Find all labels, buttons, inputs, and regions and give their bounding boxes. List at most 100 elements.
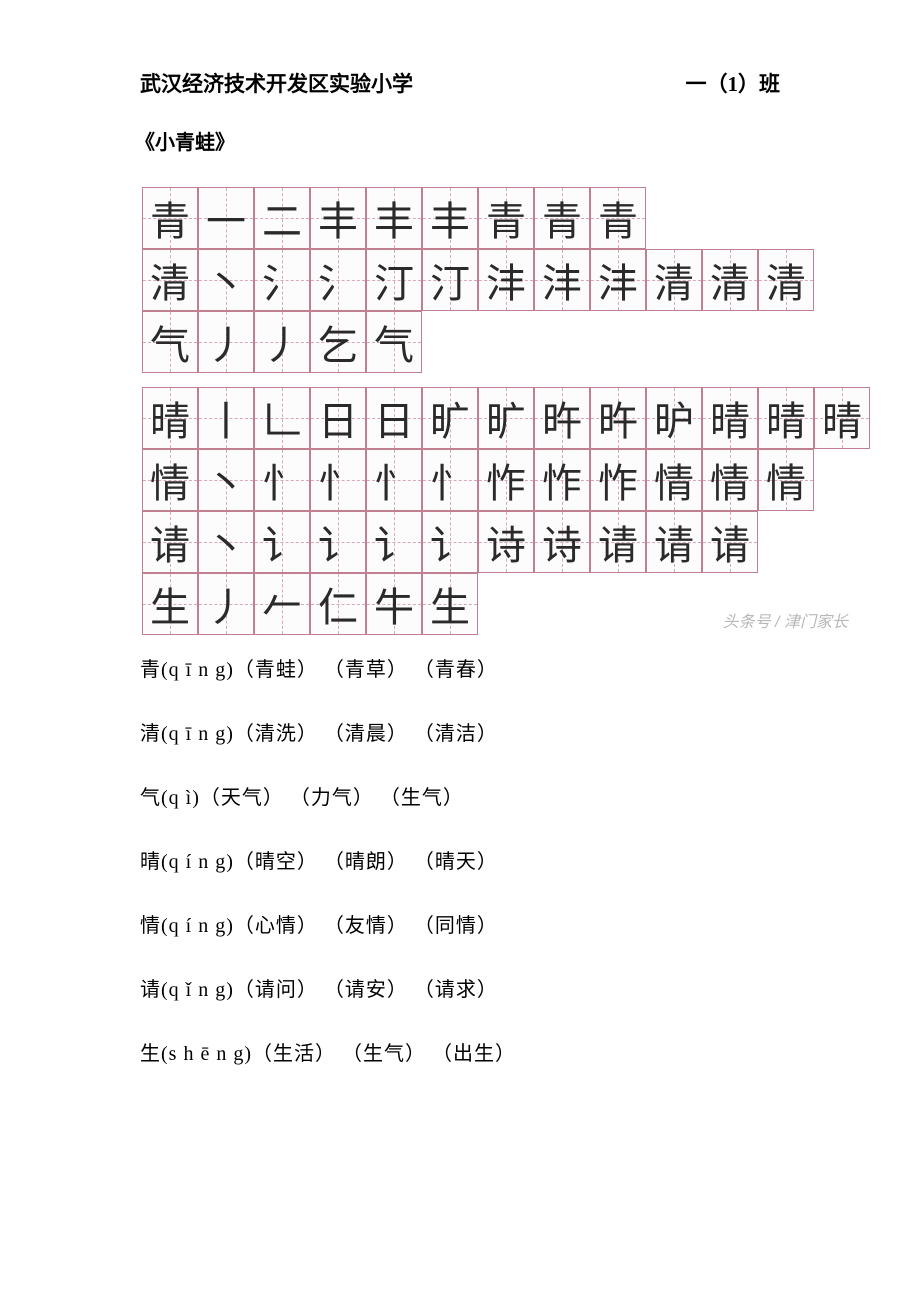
stroke-glyph: 怍 [486, 451, 526, 509]
stroke-cell: 乞 [310, 311, 366, 373]
stroke-glyph: 怍 [598, 451, 638, 509]
stroke-cell: 一 [198, 187, 254, 249]
stroke-glyph: 清 [766, 251, 806, 309]
stroke-cell: 氵 [310, 249, 366, 311]
stroke-cell: 丶 [198, 449, 254, 511]
stroke-glyph: 讠 [374, 513, 414, 571]
stroke-cell: 讠 [310, 511, 366, 573]
stroke-glyph: 情 [766, 451, 806, 509]
stroke-cell: 晴 [142, 387, 198, 449]
stroke-glyph: 氵 [262, 251, 302, 309]
stroke-cell: 二 [254, 187, 310, 249]
watermark-text: 头条号 / 津门家长 [723, 608, 848, 632]
stroke-glyph: 忄 [374, 451, 414, 509]
stroke-glyph: 旷 [486, 389, 526, 447]
stroke-glyph: 青 [150, 189, 190, 247]
stroke-cell: 忄 [310, 449, 366, 511]
stroke-glyph: 情 [150, 451, 190, 509]
stroke-glyph: 日 [318, 389, 358, 447]
stroke-cell: 丰 [366, 187, 422, 249]
stroke-cell: 清 [142, 249, 198, 311]
stroke-cell: 气 [366, 311, 422, 373]
stroke-cell: 晴 [758, 387, 814, 449]
stroke-glyph: 仁 [318, 575, 358, 633]
stroke-cell: 青 [590, 187, 646, 249]
stroke-glyph: 气 [150, 313, 190, 371]
stroke-cell: 丿 [254, 311, 310, 373]
stroke-glyph: 旿 [598, 389, 638, 447]
stroke-glyph: 二 [262, 189, 302, 247]
stroke-glyph: 忄 [318, 451, 358, 509]
vocab-row: 清(q ī n g)（清洗） （清晨） （清洁） [140, 724, 516, 744]
vocab-row: 生(s h ē n g)（生活） （生气） （出生） [140, 1044, 516, 1064]
stroke-row: 气丿丿乞气 [142, 311, 870, 373]
stroke-glyph: 丶 [206, 251, 246, 309]
stroke-cell: 丨 [198, 387, 254, 449]
stroke-glyph: 清 [710, 251, 750, 309]
stroke-cell: 𠃊 [254, 387, 310, 449]
stroke-glyph: 讠 [318, 513, 358, 571]
stroke-cell: 汀 [366, 249, 422, 311]
stroke-cell: 昈 [646, 387, 702, 449]
school-name: 武汉经济技术开发区实验小学 [140, 68, 413, 98]
stroke-glyph: 丿 [206, 313, 246, 371]
stroke-row: 情丶忄忄忄忄怍怍怍情情情 [142, 449, 870, 511]
stroke-glyph: 讠 [430, 513, 470, 571]
stroke-row: 青一二丰丰丰青青青 [142, 187, 870, 249]
stroke-glyph: 沣 [486, 251, 526, 309]
stroke-glyph: 生 [150, 575, 190, 633]
stroke-glyph: 讠 [262, 513, 302, 571]
stroke-glyph: 丶 [206, 513, 246, 571]
stroke-cell: 气 [142, 311, 198, 373]
vocab-row: 气(q ì)（天气） （力气） （生气） [140, 788, 516, 808]
stroke-row: 晴丨𠃊日日旷旷旿旿昈晴晴晴 [142, 387, 870, 449]
stroke-cell: 日 [366, 387, 422, 449]
stroke-cell: 晴 [814, 387, 870, 449]
vocab-row: 情(q í n g)（心情） （友情） （同情） [140, 916, 516, 936]
stroke-cell: 情 [758, 449, 814, 511]
stroke-glyph: 𠂉 [262, 575, 302, 633]
stroke-glyph: 气 [374, 313, 414, 371]
vocab-row: 青(q ī n g)（青蛙） （青草） （青春） [140, 660, 516, 680]
stroke-glyph: 昈 [654, 389, 694, 447]
stroke-cell: 仁 [310, 573, 366, 635]
stroke-cell: 丰 [310, 187, 366, 249]
stroke-cell: 丿 [198, 311, 254, 373]
stroke-glyph: 清 [654, 251, 694, 309]
stroke-cell: 清 [702, 249, 758, 311]
stroke-glyph: 旷 [430, 389, 470, 447]
stroke-cell: 清 [646, 249, 702, 311]
stroke-cell: 旷 [478, 387, 534, 449]
vocab-row: 请(q ǐ n g)（请问） （请安） （请求） [140, 980, 516, 1000]
stroke-cell: 诗 [478, 511, 534, 573]
stroke-row: 请丶讠讠讠讠诗诗请请请 [142, 511, 870, 573]
stroke-glyph: 青 [542, 189, 582, 247]
stroke-glyph: 情 [710, 451, 750, 509]
stroke-glyph: 生 [430, 575, 470, 633]
stroke-cell: 诗 [534, 511, 590, 573]
stroke-cell: 情 [142, 449, 198, 511]
stroke-cell: 讠 [366, 511, 422, 573]
stroke-glyph: 青 [598, 189, 638, 247]
lesson-title: 《小青蛙》 [135, 126, 235, 155]
stroke-cell: 清 [758, 249, 814, 311]
vocab-row: 晴(q í n g)（晴空） （晴朗） （晴天） [140, 852, 516, 872]
stroke-cell: 请 [646, 511, 702, 573]
stroke-glyph: 一 [206, 189, 246, 247]
stroke-cell: 请 [702, 511, 758, 573]
stroke-cell: 沣 [534, 249, 590, 311]
stroke-glyph: 晴 [710, 389, 750, 447]
stroke-cell: 丿 [198, 573, 254, 635]
stroke-order-table: 青一二丰丰丰青青青清丶氵氵汀汀沣沣沣清清清气丿丿乞气晴丨𠃊日日旷旷旿旿昈晴晴晴情… [142, 187, 870, 635]
stroke-glyph: 诗 [542, 513, 582, 571]
stroke-cell: 忄 [366, 449, 422, 511]
stroke-glyph: 𠃊 [262, 389, 302, 447]
stroke-cell: 氵 [254, 249, 310, 311]
stroke-glyph: 牛 [374, 575, 414, 633]
stroke-cell: 怍 [534, 449, 590, 511]
class-name: 一（1）班 [686, 68, 781, 98]
stroke-cell: 沣 [478, 249, 534, 311]
stroke-glyph: 汀 [374, 251, 414, 309]
stroke-cell: 汀 [422, 249, 478, 311]
stroke-glyph: 丿 [262, 313, 302, 371]
